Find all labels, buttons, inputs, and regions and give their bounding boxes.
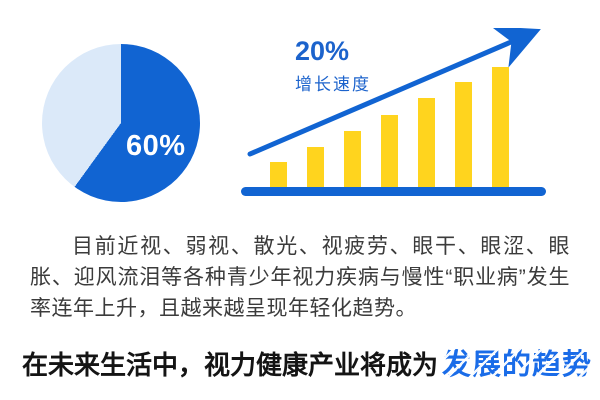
headline-highlight: 发展的趋势 bbox=[442, 341, 593, 383]
trend-arrow-icon bbox=[247, 28, 541, 157]
growth-rate-value: 20% bbox=[295, 36, 350, 66]
bar bbox=[344, 131, 361, 187]
bar bbox=[381, 115, 398, 187]
bar bbox=[455, 82, 472, 187]
bar bbox=[270, 162, 287, 187]
pie-percentage-label: 60% bbox=[126, 130, 186, 162]
bar bbox=[418, 98, 435, 187]
bar-series bbox=[270, 67, 509, 187]
growth-annotation: 20% 增长速度 bbox=[295, 38, 371, 95]
bar-chart: 20% 增长速度 bbox=[240, 28, 550, 200]
bar bbox=[492, 67, 509, 187]
headline-text: 在未来生活中，视力健康产业将成为 bbox=[22, 350, 439, 380]
body-paragraph: 目前近视、弱视、散光、视疲劳、眼干、眼涩、眼胀、迎风流泪等各种青少年视力疾病与慢… bbox=[30, 235, 570, 320]
bar bbox=[307, 147, 324, 187]
pie-chart: 60% bbox=[42, 44, 200, 202]
chart-baseline bbox=[241, 187, 546, 196]
headline: 在未来生活中，视力健康产业将成为 发展的趋势 bbox=[22, 341, 593, 383]
growth-rate-label: 增长速度 bbox=[295, 75, 371, 94]
pie-graphic bbox=[42, 44, 200, 202]
